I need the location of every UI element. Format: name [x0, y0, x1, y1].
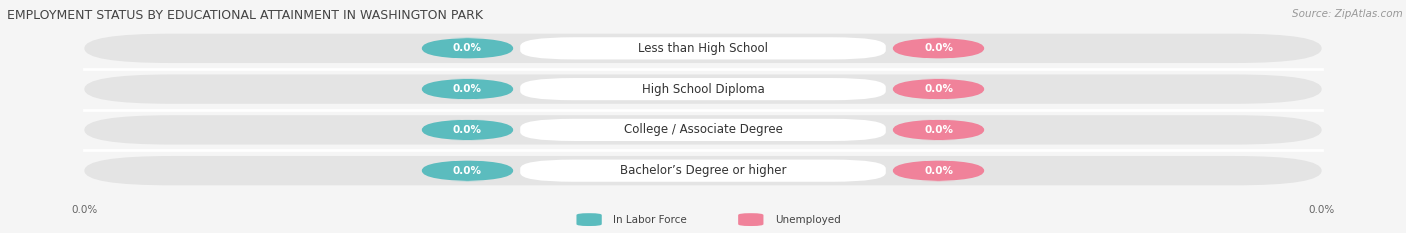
Text: Unemployed: Unemployed	[775, 215, 841, 225]
FancyBboxPatch shape	[738, 213, 763, 226]
Text: EMPLOYMENT STATUS BY EDUCATIONAL ATTAINMENT IN WASHINGTON PARK: EMPLOYMENT STATUS BY EDUCATIONAL ATTAINM…	[7, 9, 484, 22]
Text: In Labor Force: In Labor Force	[613, 215, 686, 225]
Text: 0.0%: 0.0%	[1309, 205, 1334, 215]
FancyBboxPatch shape	[520, 119, 886, 141]
FancyBboxPatch shape	[422, 38, 513, 59]
Text: 0.0%: 0.0%	[453, 43, 482, 53]
FancyBboxPatch shape	[576, 213, 602, 226]
FancyBboxPatch shape	[893, 119, 984, 140]
FancyBboxPatch shape	[520, 37, 886, 59]
Text: 0.0%: 0.0%	[924, 166, 953, 176]
Text: Less than High School: Less than High School	[638, 42, 768, 55]
Text: 0.0%: 0.0%	[453, 84, 482, 94]
Text: Bachelor’s Degree or higher: Bachelor’s Degree or higher	[620, 164, 786, 177]
Text: 0.0%: 0.0%	[72, 205, 97, 215]
FancyBboxPatch shape	[422, 79, 513, 100]
Text: College / Associate Degree: College / Associate Degree	[624, 123, 782, 136]
Text: High School Diploma: High School Diploma	[641, 83, 765, 96]
FancyBboxPatch shape	[84, 115, 1322, 144]
FancyBboxPatch shape	[422, 119, 513, 140]
Text: Source: ZipAtlas.com: Source: ZipAtlas.com	[1292, 9, 1403, 19]
FancyBboxPatch shape	[893, 160, 984, 181]
Text: 0.0%: 0.0%	[453, 125, 482, 135]
Text: 0.0%: 0.0%	[924, 125, 953, 135]
FancyBboxPatch shape	[84, 75, 1322, 104]
Text: 0.0%: 0.0%	[924, 84, 953, 94]
Text: 0.0%: 0.0%	[453, 166, 482, 176]
FancyBboxPatch shape	[84, 156, 1322, 185]
FancyBboxPatch shape	[422, 160, 513, 181]
FancyBboxPatch shape	[520, 160, 886, 182]
FancyBboxPatch shape	[520, 78, 886, 100]
FancyBboxPatch shape	[84, 34, 1322, 63]
FancyBboxPatch shape	[893, 79, 984, 100]
FancyBboxPatch shape	[893, 38, 984, 59]
Text: 0.0%: 0.0%	[924, 43, 953, 53]
